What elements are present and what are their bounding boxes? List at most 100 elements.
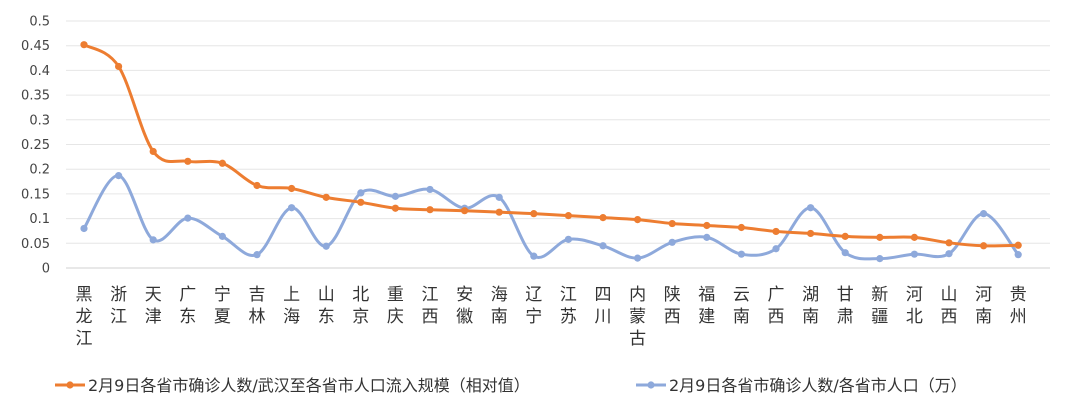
series-2-point xyxy=(391,192,399,200)
x-tick-label: 辽宁 xyxy=(525,285,542,327)
x-tick-label: 湖南 xyxy=(802,285,819,327)
series-1-point xyxy=(495,208,503,216)
series-1-point xyxy=(391,204,399,212)
series-1-point xyxy=(253,181,261,190)
series-1-point xyxy=(461,207,469,215)
x-tick-label: 北京 xyxy=(352,285,369,327)
y-tick-label: 0.05 xyxy=(21,237,50,252)
series-2-point xyxy=(80,224,88,233)
series-1-point xyxy=(876,233,884,241)
x-tick-label: 山东 xyxy=(318,285,335,327)
series-1-point xyxy=(115,62,123,71)
series-1-point xyxy=(599,214,607,222)
series-2-point xyxy=(218,232,226,240)
series-1-point xyxy=(80,41,88,49)
y-tick-label: 0.25 xyxy=(21,138,50,153)
y-tick-label: 0.45 xyxy=(21,39,50,54)
series-1-point xyxy=(357,198,365,206)
series-1-point xyxy=(288,184,296,193)
x-tick-label: 福建 xyxy=(698,285,715,327)
y-tick-label: 0 xyxy=(42,262,50,277)
series-1-point xyxy=(1014,241,1022,249)
x-tick-label: 宁夏 xyxy=(214,285,231,327)
y-tick-label: 0.5 xyxy=(29,15,50,30)
series-line-2 xyxy=(82,174,1020,261)
series-2-point xyxy=(634,254,642,262)
series-1-point xyxy=(807,229,815,238)
x-tick-label: 贵州 xyxy=(1010,285,1027,327)
x-tick-label: 河南 xyxy=(975,285,992,327)
series-1-point xyxy=(772,227,780,236)
series-2-point xyxy=(599,242,607,250)
series-2-point xyxy=(841,249,849,257)
series-1-point xyxy=(841,232,849,240)
x-tick-label: 江西 xyxy=(422,285,439,327)
series-line-1 xyxy=(82,43,1020,248)
x-tick-label: 四川 xyxy=(595,285,612,327)
series-2-point xyxy=(1014,251,1022,259)
series-2-point xyxy=(564,235,573,243)
series-2-point xyxy=(426,185,434,194)
y-tick-label: 0.35 xyxy=(21,89,50,104)
legend-marker-2 xyxy=(647,381,655,389)
series-2-point xyxy=(772,245,780,253)
series-1-point xyxy=(737,223,746,232)
series-2-point xyxy=(495,193,503,201)
series-1-point xyxy=(184,157,192,165)
x-tick-label: 陕西 xyxy=(664,285,681,327)
series-2-point xyxy=(945,250,953,258)
series-1-point xyxy=(322,193,330,201)
series-2-point xyxy=(668,238,676,246)
series-1-point xyxy=(703,221,711,230)
x-tick-label: 天津 xyxy=(145,285,162,327)
x-tick-label: 河北 xyxy=(906,285,923,327)
series-1-point xyxy=(910,233,919,241)
series-1-point xyxy=(564,212,573,220)
y-tick-label: 0.3 xyxy=(29,113,50,128)
series-1-point xyxy=(634,215,642,224)
x-tick-label: 广东 xyxy=(179,285,196,327)
series-2-point xyxy=(288,204,296,212)
y-tick-label: 0.1 xyxy=(29,212,50,227)
x-tick-label: 山西 xyxy=(941,285,958,327)
series-1-point xyxy=(530,210,538,218)
x-tick-label: 吉林 xyxy=(249,285,266,327)
x-tick-label: 上海 xyxy=(283,285,300,327)
series-2-point xyxy=(910,250,919,258)
series-2-point xyxy=(149,236,157,244)
series-2-point xyxy=(530,252,538,260)
y-tick-label: 0.15 xyxy=(21,187,50,202)
series-2-point xyxy=(807,204,815,212)
x-tick-label: 重庆 xyxy=(387,285,404,327)
series-2-point xyxy=(322,242,330,250)
series-2-point xyxy=(703,233,711,241)
series-2-point xyxy=(115,172,123,180)
x-tick-label: 安徽 xyxy=(456,285,473,327)
legend-marker-1 xyxy=(66,381,74,389)
series-1-point xyxy=(668,219,676,228)
series-1-point xyxy=(980,242,988,250)
x-tick-label: 黑龙江 xyxy=(76,285,93,349)
series-2-point xyxy=(876,255,884,263)
series-2-point xyxy=(357,189,365,197)
x-tick-label: 江苏 xyxy=(560,285,577,327)
x-tick-label: 内蒙古 xyxy=(629,285,646,349)
legend-label-1: 2月9日各省市确诊人数/武汉至各省市人口流入规模（相对值） xyxy=(88,376,530,395)
x-tick-label: 海南 xyxy=(491,285,508,327)
series-2-point xyxy=(184,214,192,222)
series-1-point xyxy=(945,239,953,247)
x-tick-label: 云南 xyxy=(733,285,750,327)
y-tick-label: 0.2 xyxy=(29,163,50,178)
x-tick-label: 广西 xyxy=(768,285,785,327)
series-1-point xyxy=(426,206,434,214)
series-2-point xyxy=(253,251,261,259)
x-tick-label: 浙江 xyxy=(110,285,127,327)
y-tick-label: 0.4 xyxy=(29,64,50,79)
series-1-point xyxy=(149,147,157,156)
x-tick-label: 新疆 xyxy=(871,285,888,327)
series-1-point xyxy=(218,159,226,167)
legend-label-2: 2月9日各省市确诊人数/各省市人口（万） xyxy=(669,376,967,395)
series-2-point xyxy=(737,250,746,258)
